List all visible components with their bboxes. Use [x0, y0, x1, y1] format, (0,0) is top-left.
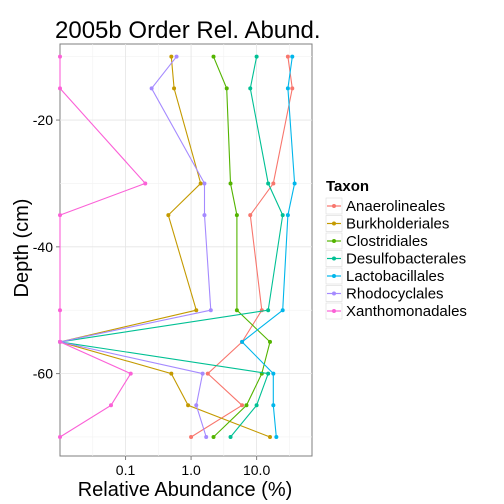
legend-key [325, 250, 343, 267]
y-tick-label: -40 [33, 239, 53, 255]
data-point [58, 213, 62, 218]
legend-key [325, 197, 343, 215]
data-point [271, 403, 276, 408]
series-layer [57, 54, 297, 439]
data-point [266, 371, 271, 376]
data-point [228, 434, 233, 439]
legend-label: Rhodocyclales [346, 286, 444, 303]
y-axis-ticks: -20 -40 -60 [33, 112, 60, 382]
legend-key [325, 285, 343, 302]
series-desulfobacterales [58, 54, 285, 439]
legend-label: Xanthomonadales [346, 303, 467, 320]
data-point [211, 434, 216, 439]
data-point [290, 86, 295, 91]
data-point [267, 434, 272, 439]
data-point [169, 54, 174, 59]
data-point [189, 434, 194, 439]
data-point [200, 371, 205, 376]
data-point [244, 403, 249, 408]
data-point [271, 371, 276, 376]
data-point [169, 371, 174, 376]
legend-label: Desulfobacterales [346, 251, 466, 268]
data-point [143, 181, 148, 186]
data-point [267, 339, 272, 344]
legend-key-point [332, 239, 336, 243]
plot-panel [59, 43, 313, 457]
y-tick-label: -20 [33, 112, 53, 128]
chart-title: 2005b Order Rel. Abund. [55, 17, 321, 44]
data-point [58, 54, 62, 59]
legend-key-point [332, 291, 336, 296]
y-axis-title: Depth (cm) [11, 199, 33, 298]
data-point [166, 213, 171, 218]
data-point [194, 403, 199, 408]
data-point [174, 54, 179, 59]
legend-label: Burkholderiales [346, 216, 449, 233]
x-tick-label: 1.0 [181, 462, 201, 478]
data-point [58, 86, 62, 91]
data-point [285, 213, 290, 218]
legend-title: Taxon [326, 178, 369, 195]
data-point [285, 54, 290, 59]
data-point [149, 86, 154, 91]
data-point [234, 213, 239, 218]
legend-key [325, 232, 343, 250]
legend-key-point [332, 274, 336, 278]
x-axis-ticks: 0.1 1.0 10.0 [116, 456, 270, 478]
legend-key [325, 302, 343, 320]
legend-key [325, 267, 343, 285]
data-point [271, 181, 276, 186]
data-point [186, 403, 191, 408]
data-point [285, 86, 290, 91]
data-point [211, 54, 216, 59]
legend: Taxon AnaerolinealesBurkholderialesClost… [325, 178, 467, 320]
data-point [172, 86, 177, 91]
data-point [254, 403, 259, 408]
legend-label: Anaerolineales [346, 198, 445, 215]
data-point [108, 403, 113, 408]
data-point [205, 371, 210, 376]
legend-key-point [332, 221, 336, 226]
series-xanthomonadales [58, 54, 148, 439]
series-clostridiales [211, 54, 272, 439]
data-point [248, 213, 253, 218]
legend-key [325, 215, 343, 232]
data-point [240, 403, 245, 408]
legend-key-point [332, 204, 336, 208]
series-lactobacillales [240, 54, 297, 439]
data-point [58, 308, 62, 313]
data-point [128, 371, 133, 376]
data-point [266, 308, 271, 313]
x-tick-label: 0.1 [116, 462, 136, 478]
data-point [194, 308, 199, 313]
data-point [290, 54, 295, 59]
data-point [228, 181, 233, 186]
data-point [58, 434, 62, 439]
data-point [240, 339, 245, 344]
data-point [202, 181, 207, 186]
data-point [274, 434, 279, 439]
panel-background [59, 43, 313, 457]
data-point [292, 181, 297, 186]
data-point [204, 434, 209, 439]
legend-key-point [332, 309, 336, 313]
data-point [208, 308, 213, 313]
data-point [198, 181, 203, 186]
data-point [266, 181, 271, 186]
y-tick-label: -60 [33, 366, 53, 382]
data-point [280, 308, 285, 313]
data-point [202, 213, 207, 218]
x-tick-label: 10.0 [243, 462, 270, 478]
data-point [248, 86, 253, 91]
data-point [254, 54, 259, 59]
legend-key-point [332, 256, 336, 261]
legend-label: Lactobacillales [346, 268, 444, 285]
data-point [58, 339, 62, 344]
x-axis-title: Relative Abundance (%) [78, 479, 293, 501]
data-point [234, 308, 239, 313]
legend-label: Clostridiales [346, 233, 428, 250]
data-point [280, 213, 285, 218]
data-point [224, 86, 229, 91]
